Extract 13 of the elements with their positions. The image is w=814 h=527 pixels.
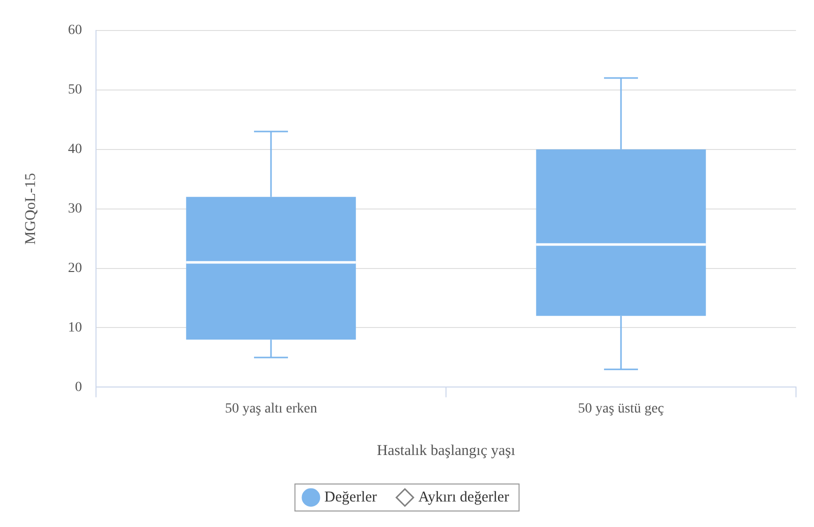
y-tick-label: 40 — [68, 142, 82, 158]
y-tick-label: 0 — [75, 380, 82, 395]
x-tick-label: 50 yaş altı erken — [224, 401, 318, 416]
y-tick-label: 50 — [68, 82, 82, 98]
x-axis-title: Hastalık başlangıç yaşı — [376, 442, 516, 459]
y-tick-label: 60 — [68, 23, 82, 38]
legend-label: Aykırı değerler — [418, 489, 510, 506]
x-tick-label: 50 yaş üstü geç — [578, 401, 664, 416]
y-tick-label: 30 — [68, 201, 82, 216]
y-tick-label: 10 — [68, 320, 82, 336]
y-axis-title: MGQoL-15 — [22, 172, 39, 245]
y-tick-label: 20 — [68, 260, 82, 276]
legend-label: Değerler — [324, 489, 377, 506]
